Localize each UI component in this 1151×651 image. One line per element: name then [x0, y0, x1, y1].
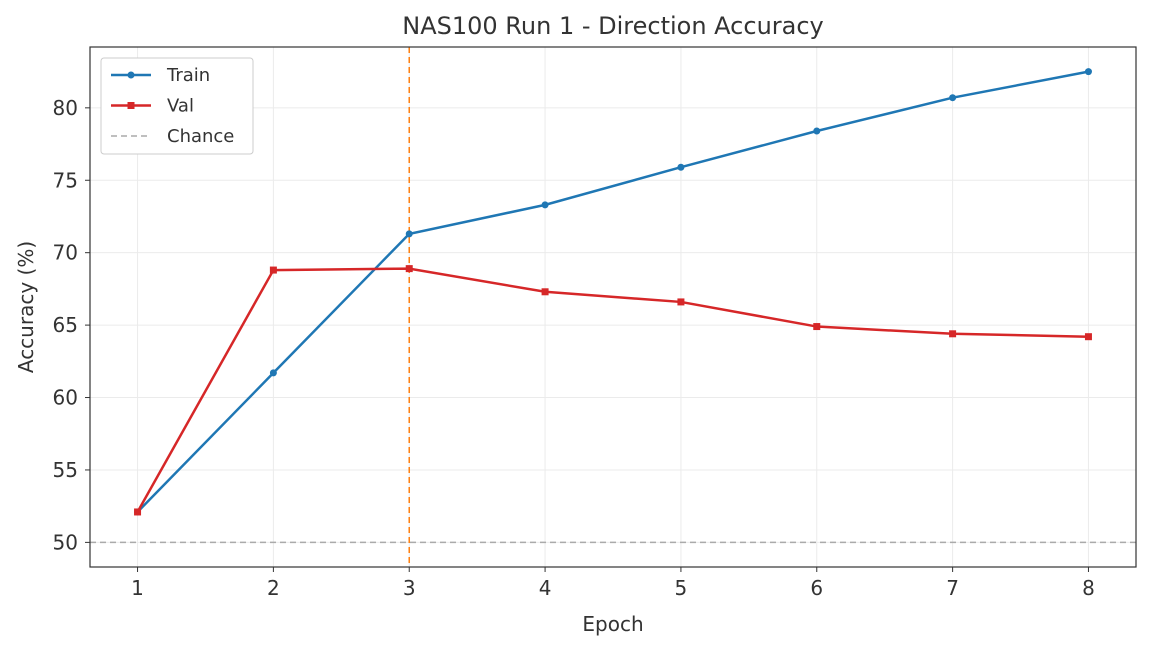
y-tick-label: 50 [53, 530, 78, 554]
data-point [269, 266, 277, 274]
x-tick-label: 8 [1082, 576, 1095, 600]
x-tick-label: 6 [810, 576, 823, 600]
legend-label: Train [166, 65, 210, 86]
data-point [813, 323, 821, 331]
x-tick-label: 2 [267, 576, 280, 600]
x-axis-label: Epoch [582, 612, 643, 636]
x-tick-label: 1 [131, 576, 144, 600]
y-tick-label: 65 [53, 313, 78, 337]
data-point [1084, 333, 1092, 341]
legend: Train Val Chance [100, 57, 254, 155]
x-tick-label: 4 [539, 576, 552, 600]
x-tick-label: 3 [403, 576, 416, 600]
x-tick-label: 7 [946, 576, 959, 600]
data-point [949, 330, 957, 338]
y-tick-label: 80 [53, 96, 78, 120]
series-line-train [136, 70, 1089, 513]
y-tick-label: 55 [53, 458, 78, 482]
data-point [541, 288, 549, 296]
series-line-val [136, 267, 1089, 513]
data-point [405, 265, 413, 273]
legend-label: Chance [167, 126, 234, 147]
y-tick-label: 75 [53, 168, 78, 192]
x-tick-label: 5 [675, 576, 688, 600]
data-point [677, 163, 685, 171]
data-point [269, 369, 277, 377]
data-point [541, 201, 549, 209]
legend-marker [127, 71, 135, 79]
plot-frame [89, 46, 1137, 568]
chart-title: NAS100 Run 1 - Direction Accuracy [402, 12, 824, 40]
data-point [405, 230, 413, 238]
data-point [134, 508, 142, 516]
data-point [813, 127, 821, 135]
y-axis-label: Accuracy (%) [14, 241, 38, 373]
data-point [677, 298, 685, 306]
data-point [1084, 68, 1092, 76]
y-tick-label: 60 [53, 386, 78, 410]
legend-marker [127, 102, 135, 109]
y-tick-label: 70 [53, 241, 78, 265]
data-point [949, 94, 957, 102]
legend-label: Val [167, 96, 194, 117]
